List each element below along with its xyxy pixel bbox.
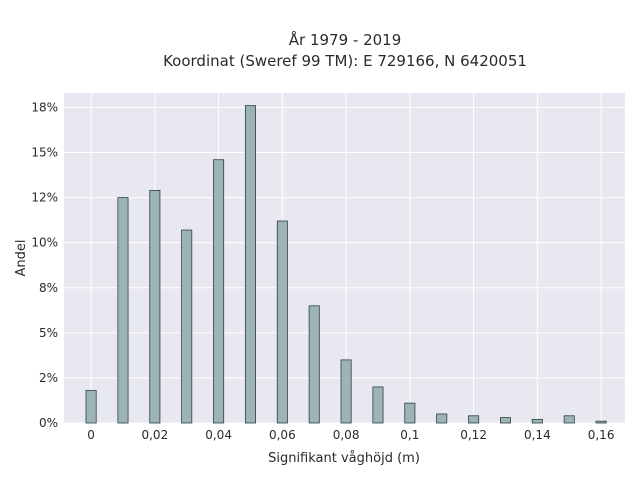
chart-title-line-1: År 1979 - 2019: [289, 30, 402, 49]
x-tick-label-5: 0,1: [400, 428, 419, 442]
bars: [85, 105, 607, 424]
bar-1: [117, 197, 129, 424]
bar-14: [531, 418, 543, 424]
bar-8: [340, 359, 352, 424]
y-axis-label: Andel: [14, 240, 29, 277]
bar-6: [276, 220, 288, 424]
y-tick-label-4: 10%: [31, 236, 58, 250]
bar-0: [85, 390, 97, 424]
x-tick-label-6: 0,12: [460, 428, 487, 442]
y-tick-label-3: 8%: [39, 281, 58, 295]
bar-9: [372, 386, 384, 424]
bar-13: [499, 417, 511, 424]
y-tick-label-5: 12%: [31, 191, 58, 205]
bar-15: [563, 415, 575, 424]
bar-11: [436, 413, 448, 424]
x-tick-label-0: 0: [87, 428, 95, 442]
bar-4: [213, 159, 225, 424]
x-tick-label-1: 0,02: [141, 428, 168, 442]
bar-10: [404, 402, 416, 424]
x-tick-label-2: 0,04: [205, 428, 232, 442]
y-tick-label-6: 15%: [31, 146, 58, 160]
y-tick-label-7: 18%: [31, 100, 58, 114]
bar-12: [468, 415, 480, 424]
y-tick-label-1: 2%: [39, 371, 58, 385]
bar-2: [149, 189, 161, 424]
y-axis-ticks: 0% 2% 5% 8% 10% 12% 15% 18%: [31, 100, 58, 430]
chart-title: År 1979 - 2019 Koordinat (Sweref 99 TM):…: [163, 30, 527, 70]
x-axis-ticks: 0 0,02 0,04 0,06 0,08 0,1 0,12 0,14 0,16: [87, 428, 614, 442]
chart-title-line-2: Koordinat (Sweref 99 TM): E 729166, N 64…: [163, 52, 527, 70]
bar-5: [244, 105, 256, 424]
y-tick-label-0: 0%: [39, 416, 58, 430]
x-tick-label-8: 0,16: [588, 428, 615, 442]
x-tick-label-4: 0,08: [333, 428, 360, 442]
x-axis-label: Signifikant våghöjd (m): [268, 451, 420, 466]
x-tick-label-7: 0,14: [524, 428, 551, 442]
y-tick-label-2: 5%: [39, 326, 58, 340]
bar-16: [595, 420, 607, 424]
x-tick-label-3: 0,06: [269, 428, 296, 442]
bar-3: [181, 229, 193, 424]
bar-7: [308, 305, 320, 424]
